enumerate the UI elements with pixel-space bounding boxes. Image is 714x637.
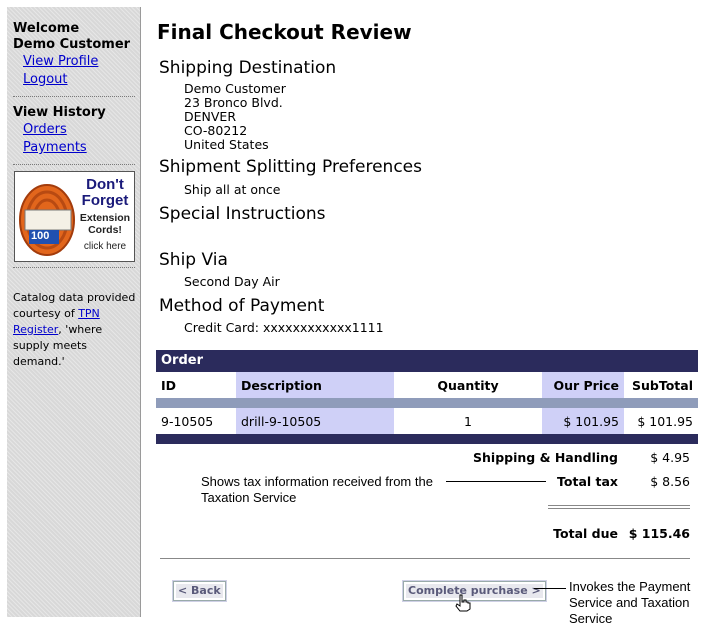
user-name: Demo Customer (13, 37, 131, 52)
catalog-credit-text: Catalog data provided courtesy of (13, 291, 136, 320)
footer-divider (160, 558, 690, 559)
tpn-register-link[interactable]: TPN Register (13, 307, 100, 336)
tax-annotation: Shows tax information received from the … (201, 474, 433, 505)
payment-annotation: Invokes the Payment Service and Taxation… (569, 579, 691, 626)
total-due-label: Total due (553, 526, 618, 541)
cell-description: drill-9-10505 (236, 408, 394, 434)
catalog-credit: Catalog data provided courtesy of TPN Re… (13, 290, 139, 370)
catalog-credit-text-2: , 'where supply meets demand.' (13, 323, 103, 368)
splitting-heading: Shipment Splitting Preferences (159, 157, 422, 177)
shipping-destination-heading: Shipping Destination (159, 58, 337, 78)
cell-subtotal: $ 101.95 (637, 413, 693, 429)
address-line: 23 Bronco Blvd. (184, 95, 283, 110)
tax-value: $ 8.56 (650, 474, 690, 489)
ship-via-heading: Ship Via (159, 250, 228, 270)
instructions-heading: Special Instructions (159, 204, 326, 224)
shipping-label: Shipping & Handling (473, 450, 618, 465)
logout-link[interactable]: Logout (23, 72, 68, 87)
extension-cord-ad[interactable]: 100 Don't Forget Extension Cords! click … (14, 171, 135, 262)
col-id-header: ID (161, 377, 177, 393)
back-button[interactable]: < Back (173, 581, 226, 601)
col-quantity-header: Quantity (437, 377, 499, 393)
cell-id: 9-10505 (161, 413, 214, 429)
shipping-value: $ 4.95 (650, 450, 690, 465)
payment-annotation-line (534, 588, 566, 589)
order-table: Order ID Description Quantity Our Price … (156, 350, 698, 444)
sidebar-divider (13, 267, 135, 268)
payment-method-value: Credit Card: xxxxxxxxxxxx1111 (184, 320, 384, 335)
payment-method-heading: Method of Payment (159, 296, 325, 316)
payments-link[interactable]: Payments (23, 140, 87, 155)
order-heading: Order (156, 350, 698, 372)
col-subtotal-header: SubTotal (632, 377, 693, 393)
address-line: Demo Customer (184, 81, 286, 96)
cell-price: $ 101.95 (542, 408, 624, 434)
view-history-heading: View History (13, 105, 106, 120)
page-title: Final Checkout Review (157, 20, 412, 44)
address-line: United States (184, 137, 269, 152)
ad-title-1: Don't (86, 176, 124, 193)
sidebar: Welcome Demo Customer View Profile Logou… (7, 7, 141, 617)
sidebar-divider (13, 96, 135, 97)
orders-link[interactable]: Orders (23, 122, 67, 137)
order-header-row: ID Description Quantity Our Price SubTot… (156, 372, 698, 398)
view-profile-link[interactable]: View Profile (23, 54, 99, 69)
ad-title-2: Forget (81, 192, 129, 209)
ad-text-2: Cords! (88, 224, 122, 236)
splitting-value: Ship all at once (184, 182, 281, 197)
ad-text-1: Extension (79, 212, 131, 224)
welcome-label: Welcome (13, 21, 80, 36)
order-divider (156, 398, 698, 408)
shipping-address: Demo Customer 23 Bronco Blvd. DENVER CO-… (184, 82, 286, 152)
total-divider (548, 505, 690, 509)
hand-cursor-icon (455, 594, 471, 612)
table-row: 9-10505 drill-9-10505 1 $ 101.95 $ 101.9… (156, 408, 698, 434)
cell-quantity: 1 (464, 413, 472, 429)
address-line: DENVER (184, 109, 237, 124)
ad-cta: click here (83, 241, 127, 252)
col-price-header: Our Price (542, 372, 624, 398)
complete-purchase-button[interactable]: Complete purchase > (403, 581, 546, 601)
tax-annotation-line (446, 481, 546, 482)
tax-label: Total tax (557, 474, 618, 489)
order-footer-bar (156, 434, 698, 444)
ad-badge: 100 (31, 230, 50, 242)
total-due-value: $ 115.46 (628, 526, 690, 541)
order-grid: ID Description Quantity Our Price SubTot… (156, 372, 698, 444)
col-description-header: Description (236, 372, 394, 398)
address-line: CO-80212 (184, 123, 248, 138)
extension-cord-icon (19, 184, 75, 256)
sidebar-divider (13, 164, 135, 165)
ship-via-value: Second Day Air (184, 274, 280, 289)
